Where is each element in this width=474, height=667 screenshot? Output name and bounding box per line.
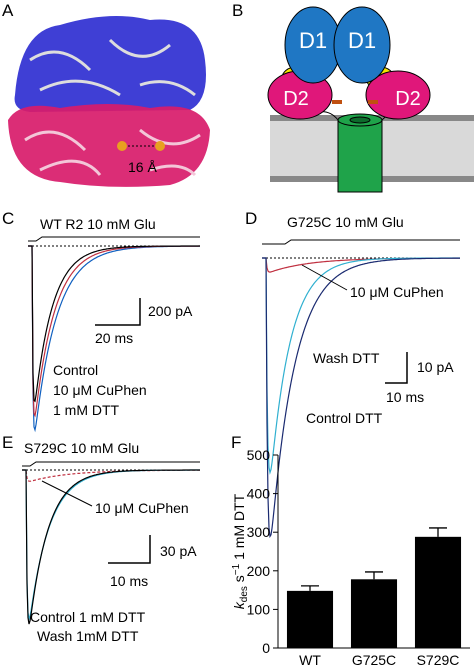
domain-label: D1 bbox=[348, 28, 376, 53]
y-tick-label: 500 bbox=[247, 447, 271, 463]
domain-label: D1 bbox=[299, 28, 327, 53]
trace bbox=[22, 469, 200, 625]
y-axis-label-part: s bbox=[231, 575, 247, 586]
trace-label: Control 1 mM DTT bbox=[30, 609, 146, 625]
schematic bbox=[267, 6, 474, 193]
trace bbox=[28, 245, 200, 403]
protein-structure bbox=[8, 16, 210, 187]
bar bbox=[414, 536, 462, 648]
trace-label: Control DTT bbox=[306, 410, 383, 426]
y-tick-label: 0 bbox=[262, 640, 270, 656]
legend-text: Control bbox=[53, 362, 98, 378]
scale-label: 30 pA bbox=[160, 543, 197, 559]
arrow bbox=[301, 264, 348, 291]
panel-title: S729C 10 mM Glu bbox=[24, 440, 139, 456]
panel-label: B bbox=[232, 1, 243, 20]
bar bbox=[350, 579, 398, 648]
x-tick-label: G725C bbox=[352, 652, 396, 667]
panel-label: C bbox=[2, 209, 14, 228]
solution-step bbox=[28, 236, 200, 242]
legend-text: 1 mM DTT bbox=[53, 402, 120, 418]
scale-label: 10 ms bbox=[110, 573, 148, 589]
error-bar bbox=[365, 571, 383, 580]
scale-bar bbox=[95, 298, 141, 326]
y-tick-label: 200 bbox=[247, 563, 271, 579]
trace-label: Wash DTT bbox=[313, 350, 380, 366]
traces bbox=[22, 461, 200, 625]
panel-title: G725C 10 mM Glu bbox=[287, 214, 404, 230]
bar-chart: 0 100 200 300 400 500 kdes s−1 1 mM DTT WT G725C… bbox=[231, 447, 470, 667]
arrow bbox=[41, 480, 93, 507]
panel-title: WT R2 10 mM Glu bbox=[40, 216, 156, 232]
scale-label: 200 pA bbox=[148, 303, 193, 319]
distance-label: 16 Å bbox=[128, 159, 157, 175]
y-tick-label: 100 bbox=[247, 601, 271, 617]
panel-label: A bbox=[2, 1, 14, 20]
y-tick-label: 300 bbox=[247, 524, 271, 540]
scale-bar bbox=[108, 535, 151, 564]
scale-label: 10 pA bbox=[417, 359, 454, 375]
legend-text: 10 μM CuPhen bbox=[53, 382, 147, 398]
traces bbox=[262, 239, 460, 539]
solution-step bbox=[22, 461, 200, 467]
solution-step bbox=[262, 239, 460, 245]
panel-label: F bbox=[231, 433, 241, 452]
domain-label: D2 bbox=[283, 88, 309, 110]
y-axis-label: kdes s−1 1 mM DTT bbox=[231, 493, 250, 609]
annotation: 10 μM CuPhen bbox=[350, 284, 444, 300]
scale-label: 20 ms bbox=[95, 330, 133, 346]
y-axis-label-part: 1 mM DTT bbox=[231, 493, 247, 563]
y-axis-label-part: des bbox=[239, 586, 250, 602]
trace bbox=[262, 257, 460, 539]
trace-label: Wash 1mM DTT bbox=[37, 628, 139, 644]
scale-label: 10 ms bbox=[386, 389, 424, 405]
x-tick-label: S729C bbox=[417, 652, 460, 667]
panel-label: D bbox=[245, 209, 257, 228]
y-axis-label-part: k bbox=[231, 601, 247, 609]
traces bbox=[28, 236, 200, 433]
y-axis-label-part: −1 bbox=[231, 563, 242, 575]
annotation: 10 μM CuPhen bbox=[95, 500, 189, 516]
domain-label: D2 bbox=[395, 88, 421, 110]
error-bar bbox=[429, 527, 447, 537]
panel-label: E bbox=[2, 433, 13, 452]
scale-bar bbox=[385, 352, 408, 384]
bar bbox=[286, 590, 334, 648]
y-tick-label: 400 bbox=[247, 486, 271, 502]
error-bar bbox=[301, 585, 319, 591]
x-tick-label: WT bbox=[299, 652, 321, 667]
